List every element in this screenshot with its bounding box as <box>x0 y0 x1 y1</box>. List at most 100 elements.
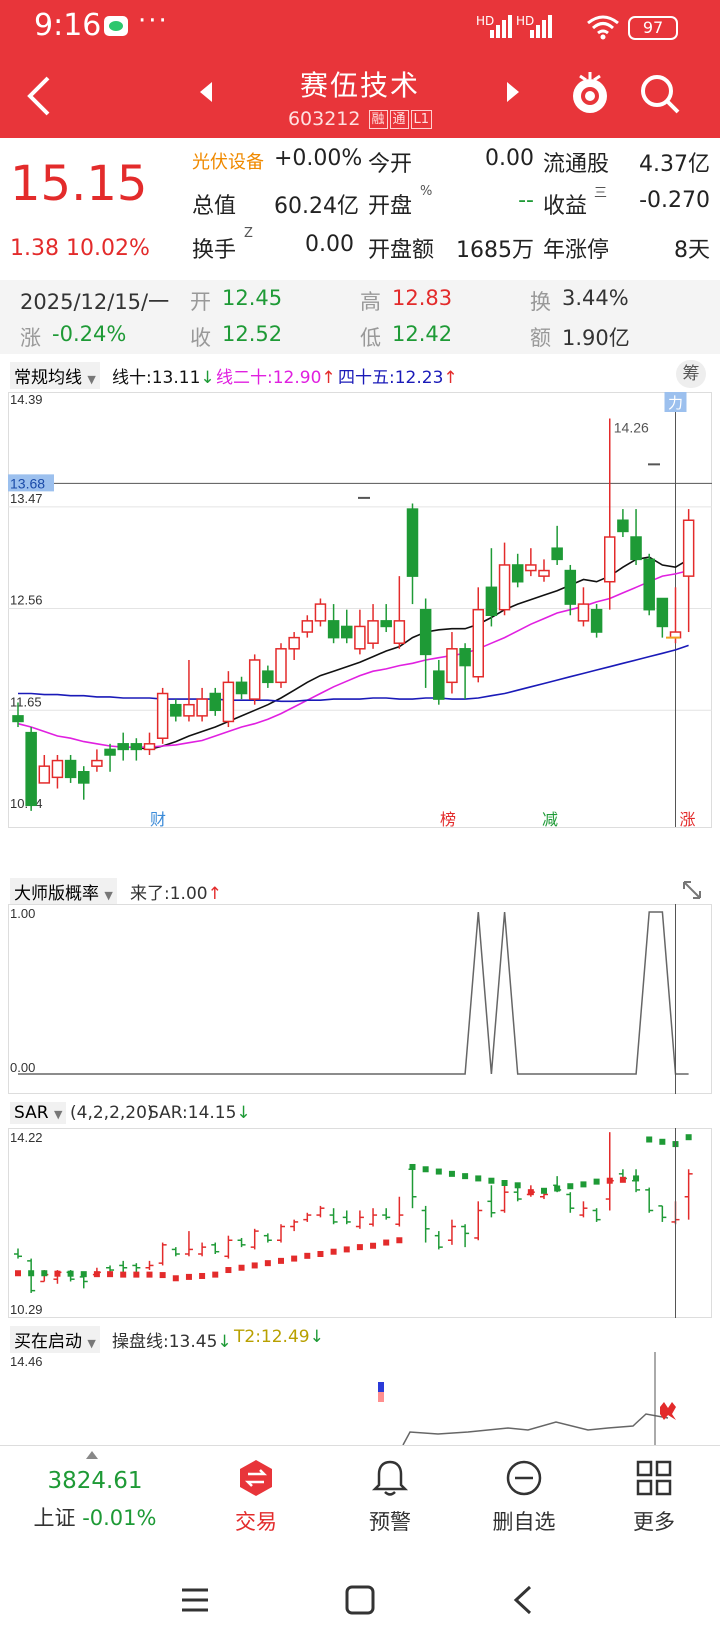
chevron-down-icon: ▼ <box>53 1108 63 1121</box>
candle-body <box>551 547 563 561</box>
yearly-limit-up-value: 8天 <box>674 238 710 263</box>
eps-sup: 三 <box>594 186 608 201</box>
sar-dot <box>462 1173 469 1180</box>
remove-watchlist-button[interactable]: 删自选 <box>452 1446 596 1556</box>
open-today-value: 0.00 <box>485 146 534 171</box>
start-chart[interactable]: 14.46 <box>8 1352 712 1445</box>
index-quote[interactable]: 3824.61 上证 -0.01% <box>0 1446 156 1556</box>
change-day-value: -0.24% <box>52 322 127 346</box>
sar-dot <box>172 1275 179 1282</box>
candle-body <box>419 608 432 656</box>
index-value: 3824.61 <box>47 1468 143 1494</box>
bell-icon <box>371 1460 409 1496</box>
sar-dot <box>15 1270 21 1277</box>
sar-dot <box>488 1177 495 1184</box>
status-bar: 9:16 ··· HD HD 97 <box>0 0 720 58</box>
turnover-sup: Z <box>244 226 253 241</box>
back-nav-icon[interactable] <box>510 1584 534 1616</box>
turnover-value: 0.00 <box>305 232 354 257</box>
prev-stock-icon[interactable] <box>198 80 214 104</box>
prob-frame <box>8 904 712 1094</box>
sar-dot <box>133 1271 140 1278</box>
candle-body <box>38 765 51 784</box>
sar-dot <box>422 1166 429 1173</box>
sar-dot <box>278 1257 284 1264</box>
candle-body <box>656 597 669 628</box>
candle-body <box>380 620 392 628</box>
sar-dot <box>580 1181 587 1188</box>
y-tick-label: 14.39 <box>10 392 43 407</box>
search-icon[interactable] <box>638 72 682 116</box>
sar-dot <box>120 1271 127 1278</box>
trade-button[interactable]: 交易 <box>184 1446 328 1556</box>
prob-y-max: 1.00 <box>10 906 35 921</box>
candle-body <box>538 569 550 577</box>
menu-icon[interactable] <box>180 1585 210 1615</box>
sector-name[interactable]: 光伏设备 <box>192 152 264 173</box>
ma-selector-label: 常规均线 <box>14 368 82 388</box>
sar-dot <box>41 1270 48 1277</box>
chevron-down-icon: ▼ <box>87 373 96 386</box>
sar-dot <box>80 1271 87 1278</box>
amount-label: 额 <box>530 326 551 350</box>
wifi-icon <box>587 15 619 40</box>
chip-distribution-button[interactable]: 筹 <box>676 360 706 388</box>
stock-code: 603212 <box>287 108 361 130</box>
amount-value: 1.90亿 <box>562 326 630 350</box>
mascot-icon[interactable] <box>566 68 614 118</box>
ma-line-1 <box>17 569 689 748</box>
market-cap-value: 60.24亿 <box>274 194 359 219</box>
candle-body <box>327 620 340 639</box>
sar-dot <box>251 1262 258 1269</box>
cursor-tag-box <box>664 392 687 412</box>
open-pct-label: 开盘 <box>368 194 413 219</box>
candle-body <box>196 698 208 717</box>
start-selector[interactable]: 买在启动 ▼ <box>10 1326 100 1353</box>
probability-chart[interactable]: 1.00 0.00 <box>8 904 712 1094</box>
home-icon[interactable] <box>344 1584 376 1616</box>
alert-label: 预警 <box>369 1510 411 1534</box>
sar-dot <box>185 1273 192 1280</box>
sar-dot <box>619 1176 626 1183</box>
candle-body <box>341 625 353 639</box>
ma-selector[interactable]: 常规均线 ▼ <box>10 362 100 389</box>
candle-body <box>51 759 64 779</box>
cursor-tag: 力 <box>668 395 683 412</box>
more-button[interactable]: 更多 <box>582 1446 720 1556</box>
sar-dot <box>593 1178 600 1185</box>
event-tag: 财 <box>150 811 166 829</box>
high-label: 高 <box>360 290 381 314</box>
ma10-text: 线十:13.11 <box>112 368 201 388</box>
event-tag: 榜 <box>440 811 456 829</box>
arrow-down-icon: ↓ <box>309 1327 324 1347</box>
low-value: 12.42 <box>392 322 453 346</box>
cursor-price-box <box>8 474 54 492</box>
sar-dot <box>646 1136 653 1143</box>
start-signal-marker-low <box>378 1392 384 1402</box>
sar-dot <box>435 1168 442 1175</box>
sar-selector[interactable]: SAR ▼ <box>10 1102 67 1124</box>
alert-button[interactable]: 预警 <box>318 1446 462 1556</box>
quote-panel: 15.15 1.38 10.02% 光伏设备 +0.00% 今开 0.00 流通… <box>0 138 720 280</box>
sar-dot <box>396 1237 403 1244</box>
market-cap-label: 总值 <box>192 194 237 219</box>
sar-dot <box>107 1271 114 1278</box>
candle-body <box>314 603 327 622</box>
back-icon[interactable] <box>24 74 54 118</box>
candle-body <box>511 564 524 583</box>
prob-value: 来了:1.00↑ <box>130 879 222 904</box>
sar-dot <box>501 1180 508 1187</box>
prob-selector[interactable]: 大师版概率 ▼ <box>10 878 117 905</box>
expand-icon[interactable] <box>680 878 704 902</box>
start-panel-header: 买在启动 ▼ 操盘线:13.45↓ T2:12.49↓ <box>0 1322 720 1353</box>
chevron-down-icon: ▼ <box>87 1337 96 1350</box>
index-name: 上证 <box>33 1506 76 1530</box>
current-price: 15.15 <box>10 156 148 212</box>
next-stock-icon[interactable] <box>505 80 521 104</box>
candle-body <box>630 536 642 561</box>
candle-body <box>91 759 103 767</box>
candle-body <box>183 703 195 717</box>
start-y-max: 14.46 <box>10 1354 43 1369</box>
sar-chart[interactable]: 14.22 10.29 <box>8 1128 712 1318</box>
